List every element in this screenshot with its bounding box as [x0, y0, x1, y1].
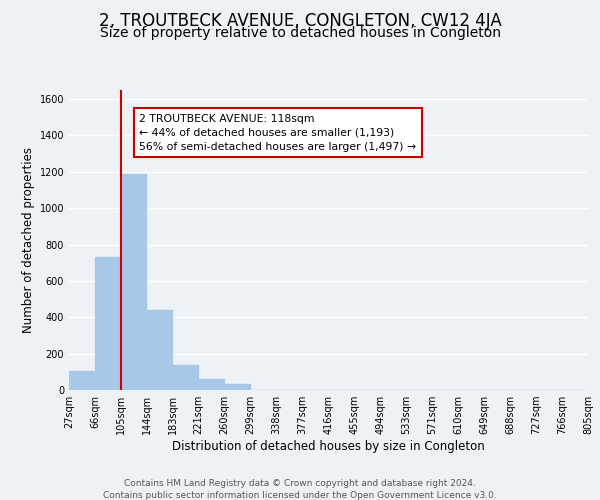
Text: Contains public sector information licensed under the Open Government Licence v3: Contains public sector information licen… [103, 490, 497, 500]
Bar [173, 364, 199, 390]
Text: Size of property relative to detached houses in Congleton: Size of property relative to detached ho… [100, 26, 500, 40]
Text: 2, TROUTBECK AVENUE, CONGLETON, CW12 4JA: 2, TROUTBECK AVENUE, CONGLETON, CW12 4JA [98, 12, 502, 30]
Y-axis label: Number of detached properties: Number of detached properties [22, 147, 35, 333]
Bar [199, 378, 224, 390]
Bar [147, 310, 173, 390]
Bar [225, 384, 251, 390]
Text: Contains HM Land Registry data © Crown copyright and database right 2024.: Contains HM Land Registry data © Crown c… [124, 480, 476, 488]
Bar [69, 371, 95, 390]
Text: 2 TROUTBECK AVENUE: 118sqm
← 44% of detached houses are smaller (1,193)
56% of s: 2 TROUTBECK AVENUE: 118sqm ← 44% of deta… [139, 114, 416, 152]
Bar [121, 174, 147, 390]
X-axis label: Distribution of detached houses by size in Congleton: Distribution of detached houses by size … [172, 440, 485, 453]
Bar [95, 258, 121, 390]
